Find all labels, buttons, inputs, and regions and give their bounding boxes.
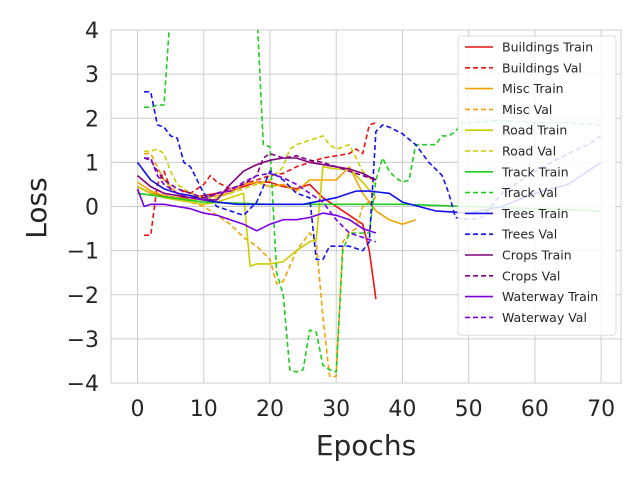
- x-tick-label: 30: [322, 397, 350, 422]
- legend-label: Buildings Val: [502, 60, 582, 75]
- series-line-waterway-train: [136, 188, 377, 234]
- legend: Buildings Train Buildings Val Misc Train Mi…: [457, 35, 617, 336]
- y-axis-label: Loss: [20, 177, 53, 238]
- series-line-track-val: [144, 30, 602, 373]
- legend-box: [457, 35, 617, 336]
- legend-label: Road Train: [502, 123, 567, 138]
- legend-label: Road Val: [502, 144, 556, 159]
- y-tick-label: 4: [85, 19, 99, 44]
- legend-label: Track Train: [501, 164, 569, 179]
- series-line-road-val: [144, 135, 377, 199]
- x-tick-label: 60: [521, 397, 549, 422]
- legend-label: Trees Val: [501, 227, 557, 242]
- legend-label: Waterway Train: [502, 289, 598, 304]
- series-line-misc-val: [144, 152, 377, 378]
- series-line-waterway-val: [144, 157, 377, 243]
- series-line-road-train: [137, 166, 377, 267]
- legend-label: Waterway Val: [502, 310, 587, 325]
- x-tick-label: 70: [587, 397, 615, 422]
- y-tick-label: 1: [85, 151, 99, 176]
- x-tick-labels: 0 10 20 30 40 50 60 70: [130, 397, 615, 422]
- y-tick-label: 3: [85, 63, 99, 88]
- y-tick-label: −4: [67, 372, 99, 397]
- x-axis-label: Epochs: [316, 429, 416, 462]
- legend-label: Crops Train: [502, 248, 572, 263]
- legend-label: Track Val: [501, 185, 557, 200]
- x-tick-label: 50: [455, 397, 483, 422]
- y-tick-label: 2: [85, 107, 99, 132]
- legend-label: Trees Train: [501, 206, 569, 221]
- y-tick-label: −2: [67, 284, 99, 309]
- legend-label: Buildings Train: [502, 40, 593, 55]
- y-tick-labels: −4 −3 −2 −1 0 1 2 3 4: [67, 19, 99, 397]
- legend-label: Crops Val: [502, 268, 560, 283]
- legend-label: Misc Train: [502, 81, 564, 96]
- legend-label: Misc Val: [502, 102, 552, 117]
- y-tick-label: −3: [67, 328, 99, 353]
- y-tick-label: −1: [67, 240, 99, 265]
- x-tick-label: 10: [190, 397, 218, 422]
- x-tick-label: 0: [130, 397, 144, 422]
- x-tick-label: 40: [388, 397, 416, 422]
- x-tick-label: 20: [256, 397, 284, 422]
- y-tick-label: 0: [85, 196, 99, 221]
